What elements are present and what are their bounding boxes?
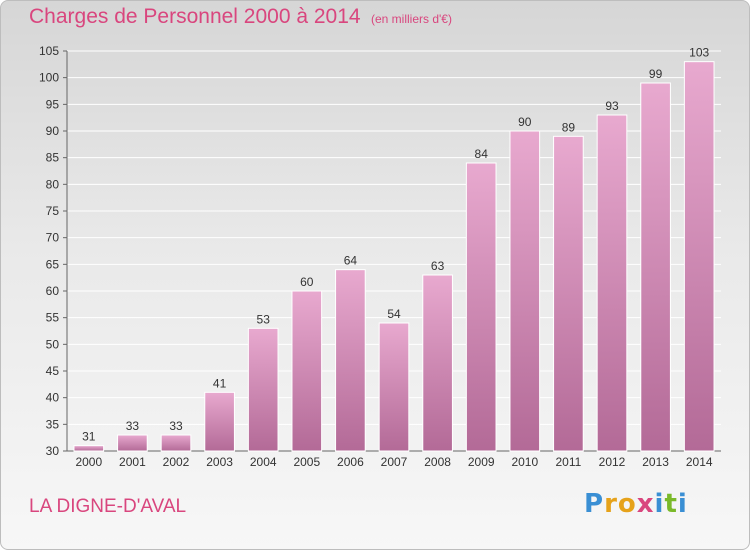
data-label: 53: [257, 312, 271, 326]
data-labels: 31 33 33 41 53 60 64 54 63 84 90 89 93 99 103: [82, 46, 709, 444]
y-tick-label: 70: [46, 231, 60, 245]
bar-2004: [247, 327, 279, 452]
x-tick-label: 2014: [686, 455, 713, 469]
logo-letter: o: [617, 489, 637, 519]
bar-2008: [422, 274, 453, 452]
data-label: 90: [518, 115, 532, 129]
data-label: 41: [213, 376, 227, 390]
y-tick-label: 95: [46, 97, 60, 111]
y-tick-label: 75: [46, 204, 60, 218]
bar-2001: [117, 434, 148, 452]
bars: [73, 61, 715, 452]
bar-2002: [160, 434, 192, 452]
y-tick-label: 90: [46, 124, 60, 138]
commune-name: LA DIGNE-D'AVAL: [29, 496, 187, 517]
logo-letter: i: [654, 489, 665, 519]
logo-letter: t: [664, 489, 678, 519]
bar-2013: [640, 82, 671, 452]
logo-letter: r: [604, 489, 618, 519]
y-tick-label: 65: [46, 257, 60, 271]
x-tick-label: 2013: [642, 455, 669, 469]
x-tick-label: 2012: [599, 455, 626, 469]
x-tick-label: 2007: [381, 455, 408, 469]
y-tick-label: 30: [46, 444, 60, 458]
x-tick-label: 2005: [293, 455, 320, 469]
bar-2010: [509, 130, 541, 452]
x-tick-label: 2009: [468, 455, 495, 469]
data-label: 84: [475, 147, 489, 161]
y-tick-label: 85: [46, 151, 60, 165]
x-tick-label: 2006: [337, 455, 364, 469]
bar-2003: [204, 391, 235, 452]
y-tick-label: 55: [46, 311, 60, 325]
bar-2006: [335, 269, 366, 452]
y-tick-label: 100: [39, 71, 59, 85]
chart-title: Charges de Personnel 2000 à 2014: [29, 5, 361, 28]
x-tick-label: 2001: [119, 455, 146, 469]
y-tick-labels: 30 35 40 45 50 55 60 65 70 75 80 85 90 95 100 105: [39, 44, 59, 458]
data-label: 60: [300, 275, 314, 289]
x-tick-label: 2004: [250, 455, 277, 469]
y-tick-label: 40: [46, 391, 60, 405]
bar-2011: [553, 135, 584, 452]
proxiti-logo: Proxiti: [584, 489, 688, 519]
chart-subtitle: (en milliers d'€): [371, 12, 452, 26]
x-tick-labels: 2000 2001 2002 2003 2004 2005 2006 2007 2008 2009…: [75, 455, 712, 469]
y-tick-label: 50: [46, 337, 60, 351]
x-tick-label: 2000: [75, 455, 102, 469]
bar-2005: [291, 290, 323, 452]
y-tick-label: 60: [46, 284, 60, 298]
logo-letter: i: [677, 489, 688, 519]
data-label: 33: [126, 419, 140, 433]
data-label: 54: [387, 307, 401, 321]
data-label: 33: [169, 419, 183, 433]
data-label: 103: [689, 46, 709, 60]
x-tick-label: 2003: [206, 455, 233, 469]
x-tick-label: 2008: [424, 455, 451, 469]
bar-2009: [465, 162, 497, 452]
y-tick-label: 45: [46, 364, 60, 378]
data-label: 63: [431, 259, 445, 273]
x-tick-label: 2002: [163, 455, 190, 469]
data-label: 89: [562, 120, 576, 134]
data-label: 31: [82, 430, 96, 444]
x-tick-label: 2010: [511, 455, 538, 469]
bar-2012: [596, 114, 628, 452]
logo-letter: x: [636, 489, 655, 519]
data-label: 64: [344, 254, 358, 268]
bar-2007: [378, 322, 410, 452]
bar-2014: [683, 61, 715, 452]
data-label: 93: [605, 99, 619, 113]
x-tick-label: 2011: [555, 455, 581, 469]
y-tick-label: 80: [46, 177, 60, 191]
y-tick-label: 35: [46, 417, 60, 431]
data-label: 99: [649, 67, 663, 81]
logo-letter: P: [584, 489, 605, 519]
y-tick-label: 105: [39, 44, 59, 58]
bar-2000: [73, 445, 105, 452]
